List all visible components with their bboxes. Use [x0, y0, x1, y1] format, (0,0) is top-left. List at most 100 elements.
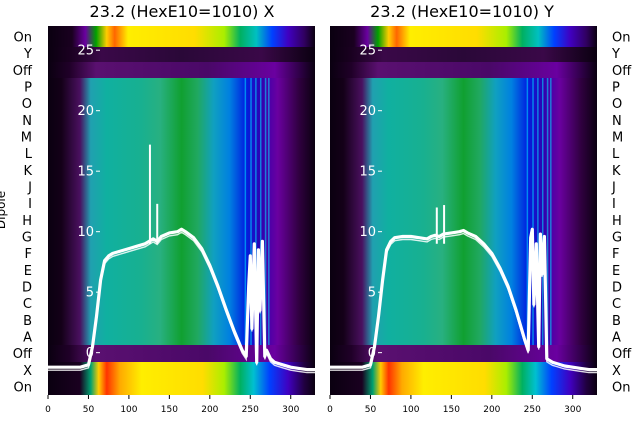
row-tick-label: Y [611, 47, 620, 62]
row-tick-label: G [612, 231, 622, 246]
heatmap-streak [532, 78, 534, 345]
heatmap-streak [259, 78, 262, 345]
chart-title: 23.2 (HexE10=1010) Y [370, 2, 554, 21]
row-tick-label: On [612, 381, 630, 396]
row-tick-label: N [612, 114, 622, 129]
row-tick-label: K [23, 164, 32, 179]
heatmap-band [330, 47, 597, 62]
row-tick-label: Off [13, 347, 33, 362]
heatmap-streak [526, 78, 529, 345]
row-tick-label: G [22, 231, 32, 246]
heatmap-band [48, 26, 315, 47]
overlay-y-tick-label: 25 [77, 44, 94, 59]
x-tick-label: 300 [282, 405, 299, 415]
row-tick-label: M [21, 131, 32, 146]
row-tick-label: A [23, 331, 32, 346]
row-tick-label: Off [13, 64, 33, 79]
row-tick-label: C [23, 297, 32, 312]
heatmap-band [330, 362, 597, 395]
x-tick-label: 50 [365, 405, 377, 415]
x-tick-label: 300 [564, 405, 581, 415]
row-tick-label: I [28, 197, 32, 212]
row-tick-label: Off [612, 347, 632, 362]
heatmap-streak [268, 78, 270, 345]
row-tick-label: F [25, 247, 32, 262]
row-tick-label: L [612, 147, 620, 162]
heatmap-band [330, 26, 597, 47]
row-tick-label: K [612, 164, 621, 179]
row-tick-label: B [612, 314, 621, 329]
row-tick-label: J [27, 181, 32, 196]
heatmap-streak [537, 78, 539, 345]
row-tick-label: On [612, 31, 630, 46]
overlay-line [48, 231, 315, 374]
y-axis-label: Dipole [0, 191, 8, 229]
x-tick-label: 100 [120, 405, 137, 415]
row-tick-label: P [612, 81, 620, 96]
heatmap-band [330, 78, 597, 345]
x-tick-label: 150 [443, 405, 460, 415]
heatmap-band [330, 62, 597, 78]
row-tick-label: E [612, 264, 620, 279]
row-tick-label: On [14, 381, 32, 396]
overlay-y-tick-label: 20 [359, 104, 376, 119]
heatmap-streak [264, 78, 267, 345]
heatmap-band [48, 62, 315, 78]
heatmap-band [48, 47, 315, 62]
row-tick-label: H [612, 214, 622, 229]
overlay-y-tick-label: 20 [77, 104, 94, 119]
row-tick-label: D [612, 281, 622, 296]
row-tick-label: X [23, 364, 32, 379]
x-tick-label: 250 [524, 405, 541, 415]
x-tick-label: 200 [483, 405, 500, 415]
row-tick-label: I [612, 197, 616, 212]
overlay-y-tick-label: 10 [359, 225, 376, 240]
heatmap-band [48, 362, 315, 395]
x-tick-label: 100 [402, 405, 419, 415]
chart-title: 23.2 (HexE10=1010) X [90, 2, 275, 21]
row-tick-label: A [612, 331, 621, 346]
x-tick-label: 50 [83, 405, 95, 415]
row-tick-label: C [612, 297, 621, 312]
row-tick-label: On [14, 31, 32, 46]
heatmap-band [330, 345, 597, 362]
overlay-y-tick-label: 15 [77, 165, 94, 180]
chart-panel-y: 23.2 (HexE10=1010) YOnYOffPONMLKJIHGFEDC… [327, 2, 632, 415]
row-tick-label: O [612, 97, 622, 112]
heatmap-streak [541, 78, 544, 345]
overlay-y-tick-label: 25 [359, 44, 376, 59]
row-tick-label: L [25, 147, 33, 162]
overlay-y-tick-label: 10 [77, 225, 94, 240]
heatmap-band [48, 78, 315, 345]
row-tick-label: O [22, 97, 32, 112]
chart-panel-x: 23.2 (HexE10=1010) XOnYOffPONMLKJIHGFEDC… [0, 2, 315, 415]
row-tick-label: Off [612, 64, 632, 79]
heatmap-streak [546, 78, 549, 345]
heatmap-streak [255, 78, 257, 345]
x-tick-label: 250 [242, 405, 259, 415]
row-tick-label: Y [23, 47, 32, 62]
heatmap-streak [550, 78, 552, 345]
heatmap-streak [250, 78, 252, 345]
overlay-line [330, 232, 597, 374]
x-tick-label: 0 [327, 405, 333, 415]
overlay-y-tick-label: 5 [86, 286, 94, 301]
overlay-y-tick-label: 0 [368, 346, 376, 361]
x-tick-label: 200 [201, 405, 218, 415]
x-tick-label: 0 [45, 405, 51, 415]
x-tick-label: 150 [161, 405, 178, 415]
row-tick-label: D [22, 281, 32, 296]
row-tick-label: E [24, 264, 32, 279]
overlay-y-tick-label: 15 [359, 165, 376, 180]
row-tick-label: B [23, 314, 32, 329]
row-tick-label: F [612, 247, 619, 262]
overlay-y-tick-label: 0 [86, 346, 94, 361]
row-tick-label: X [612, 364, 621, 379]
heatmap-streak [244, 78, 247, 345]
heatmap-band [48, 345, 315, 362]
row-tick-label: H [22, 214, 32, 229]
row-tick-label: J [611, 181, 616, 196]
overlay-y-tick-label: 5 [368, 286, 376, 301]
row-tick-label: N [22, 114, 32, 129]
